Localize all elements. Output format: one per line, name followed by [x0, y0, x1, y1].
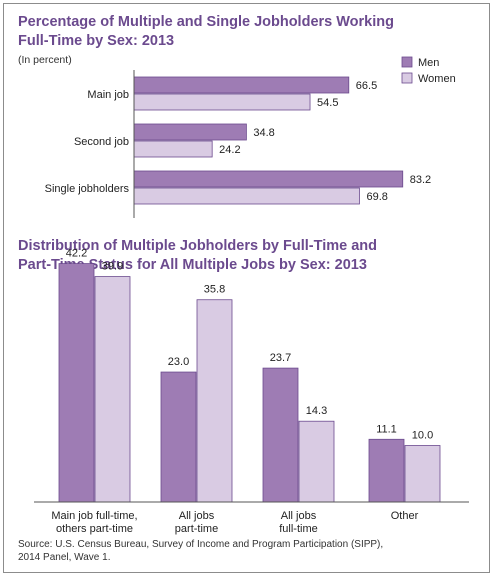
chart2-value-label: 39.9 — [102, 261, 123, 273]
chart2-bar — [298, 420, 335, 503]
chart1-bar — [133, 187, 360, 205]
chart1-title-line: Full-Time by Sex: 2013 — [18, 33, 175, 49]
chart2-value-label: 11.1 — [376, 423, 397, 435]
charts-svg: Main job 66.5 54.5 Second job 34.8 24.2 Single… — [34, 56, 469, 535]
chart1-bar — [133, 170, 404, 188]
chart2-title-line: Part-Time Status for All Multiple Jobs b… — [18, 257, 367, 273]
chart2-category-label: Other — [391, 510, 419, 522]
chart2-category-label: others part-time — [56, 523, 133, 535]
chart1-category-label: Single jobholders — [45, 183, 130, 195]
chart1-bar — [133, 93, 311, 111]
chart1-category-label: Main job — [87, 89, 129, 101]
source-note: Source: U.S. Census Bureau, Survey of In… — [18, 538, 478, 564]
legend-swatch — [401, 56, 413, 68]
source-line: Source: U.S. Census Bureau, Survey of In… — [18, 539, 384, 550]
source-line: 2014 Panel, Wave 1. — [18, 552, 111, 563]
chart2-bar — [94, 276, 131, 503]
chart2-category-label: All jobs — [179, 510, 215, 522]
chart2-category-label: Main job full-time, — [51, 510, 137, 522]
chart2-bar — [368, 438, 405, 503]
chart1-title-line: Percentage of Multiple and Single Jobhol… — [18, 14, 394, 30]
chart1-title: Percentage of Multiple and Single Jobhol… — [18, 13, 458, 51]
chart2-value-label: 23.0 — [168, 356, 189, 368]
chart2-category-label: All jobs — [281, 510, 317, 522]
chart1-value-label: 34.8 — [253, 127, 274, 139]
chart1-subtitle: (In percent) — [18, 54, 72, 66]
chart2-title: Distribution of Multiple Jobholders by F… — [18, 237, 458, 275]
figure-frame: Percentage of Multiple and Single Jobhol… — [3, 3, 490, 573]
chart1-bar — [133, 76, 350, 94]
chart2-bar — [58, 263, 95, 503]
chart2-category-label: part-time — [175, 523, 218, 535]
chart1-value-label: 83.2 — [410, 174, 431, 186]
chart2-bar — [196, 299, 233, 503]
chart1-value-label: 66.5 — [356, 80, 377, 92]
chart2-category-label: full-time — [279, 523, 318, 535]
chart1-bar — [133, 140, 213, 158]
chart2-bar — [404, 445, 441, 503]
legend-label: Men — [418, 57, 439, 69]
legend-label: Women — [418, 73, 456, 85]
chart2-value-label: 42.2 — [66, 248, 87, 260]
chart2-bar — [262, 367, 299, 503]
chart2-value-label: 23.7 — [270, 352, 291, 364]
legend-swatch — [401, 72, 413, 84]
chart2-title-line: Distribution of Multiple Jobholders by F… — [18, 238, 378, 254]
chart1-value-label: 69.8 — [366, 191, 387, 203]
chart2-value-label: 14.3 — [306, 405, 327, 417]
chart2-value-label: 35.8 — [204, 284, 225, 296]
chart2-bar — [160, 371, 197, 503]
chart1-value-label: 54.5 — [317, 97, 338, 109]
chart1-value-label: 24.2 — [219, 144, 240, 156]
chart1-category-label: Second job — [74, 136, 129, 148]
chart1-bar — [133, 123, 247, 141]
chart2-value-label: 10.0 — [412, 430, 433, 442]
